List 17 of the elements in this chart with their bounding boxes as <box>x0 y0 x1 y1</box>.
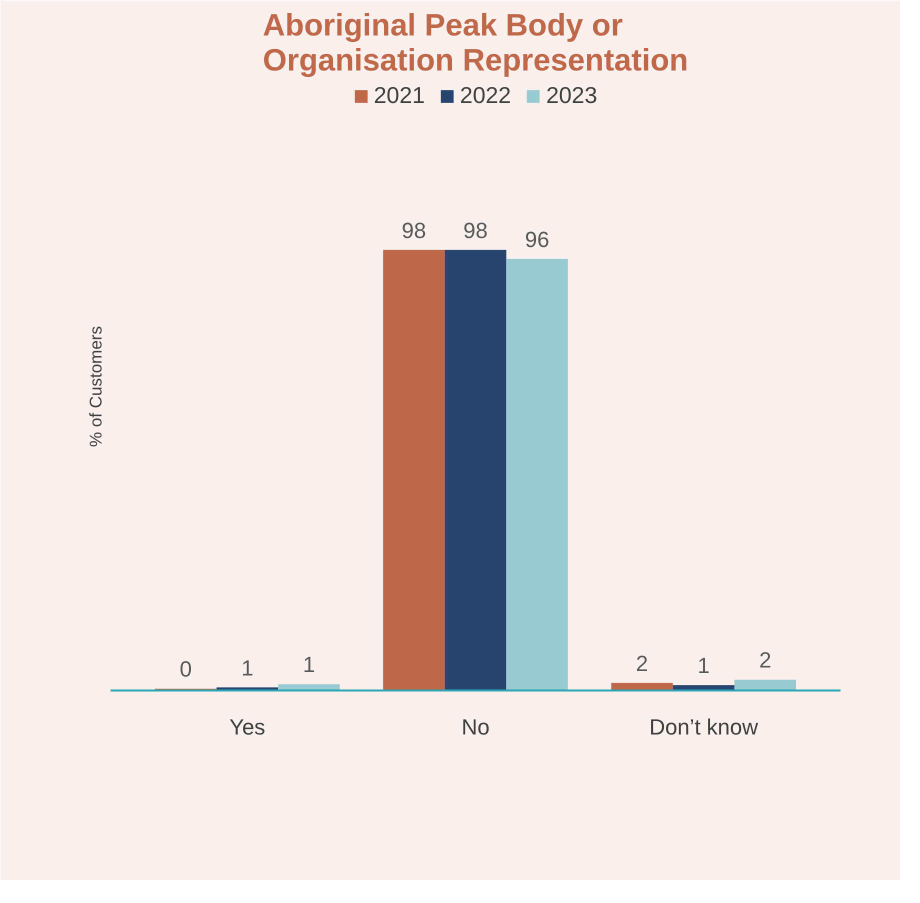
data-label: 96 <box>524 226 550 252</box>
data-label: 98 <box>463 218 488 243</box>
x-tick-label: No <box>461 714 490 740</box>
data-label: 1 <box>302 652 316 678</box>
data-label: 2 <box>759 648 772 673</box>
legend-label: 2023 <box>546 82 598 109</box>
legend-label: 2021 <box>374 82 425 109</box>
x-tick-label: Don’t know <box>649 714 758 740</box>
data-label: 1 <box>241 655 254 680</box>
data-label: 0 <box>180 656 192 682</box>
data-label: 2 <box>636 650 648 676</box>
chart-title: Aboriginal Peak Body or Organisation Representation <box>262 8 688 78</box>
data-label: 1 <box>698 653 710 678</box>
data-label: 98 <box>402 218 426 243</box>
y-axis-title: % of Customers <box>86 326 106 447</box>
legend-label: 2022 <box>460 82 512 109</box>
x-tick-label: Yes <box>229 714 266 740</box>
